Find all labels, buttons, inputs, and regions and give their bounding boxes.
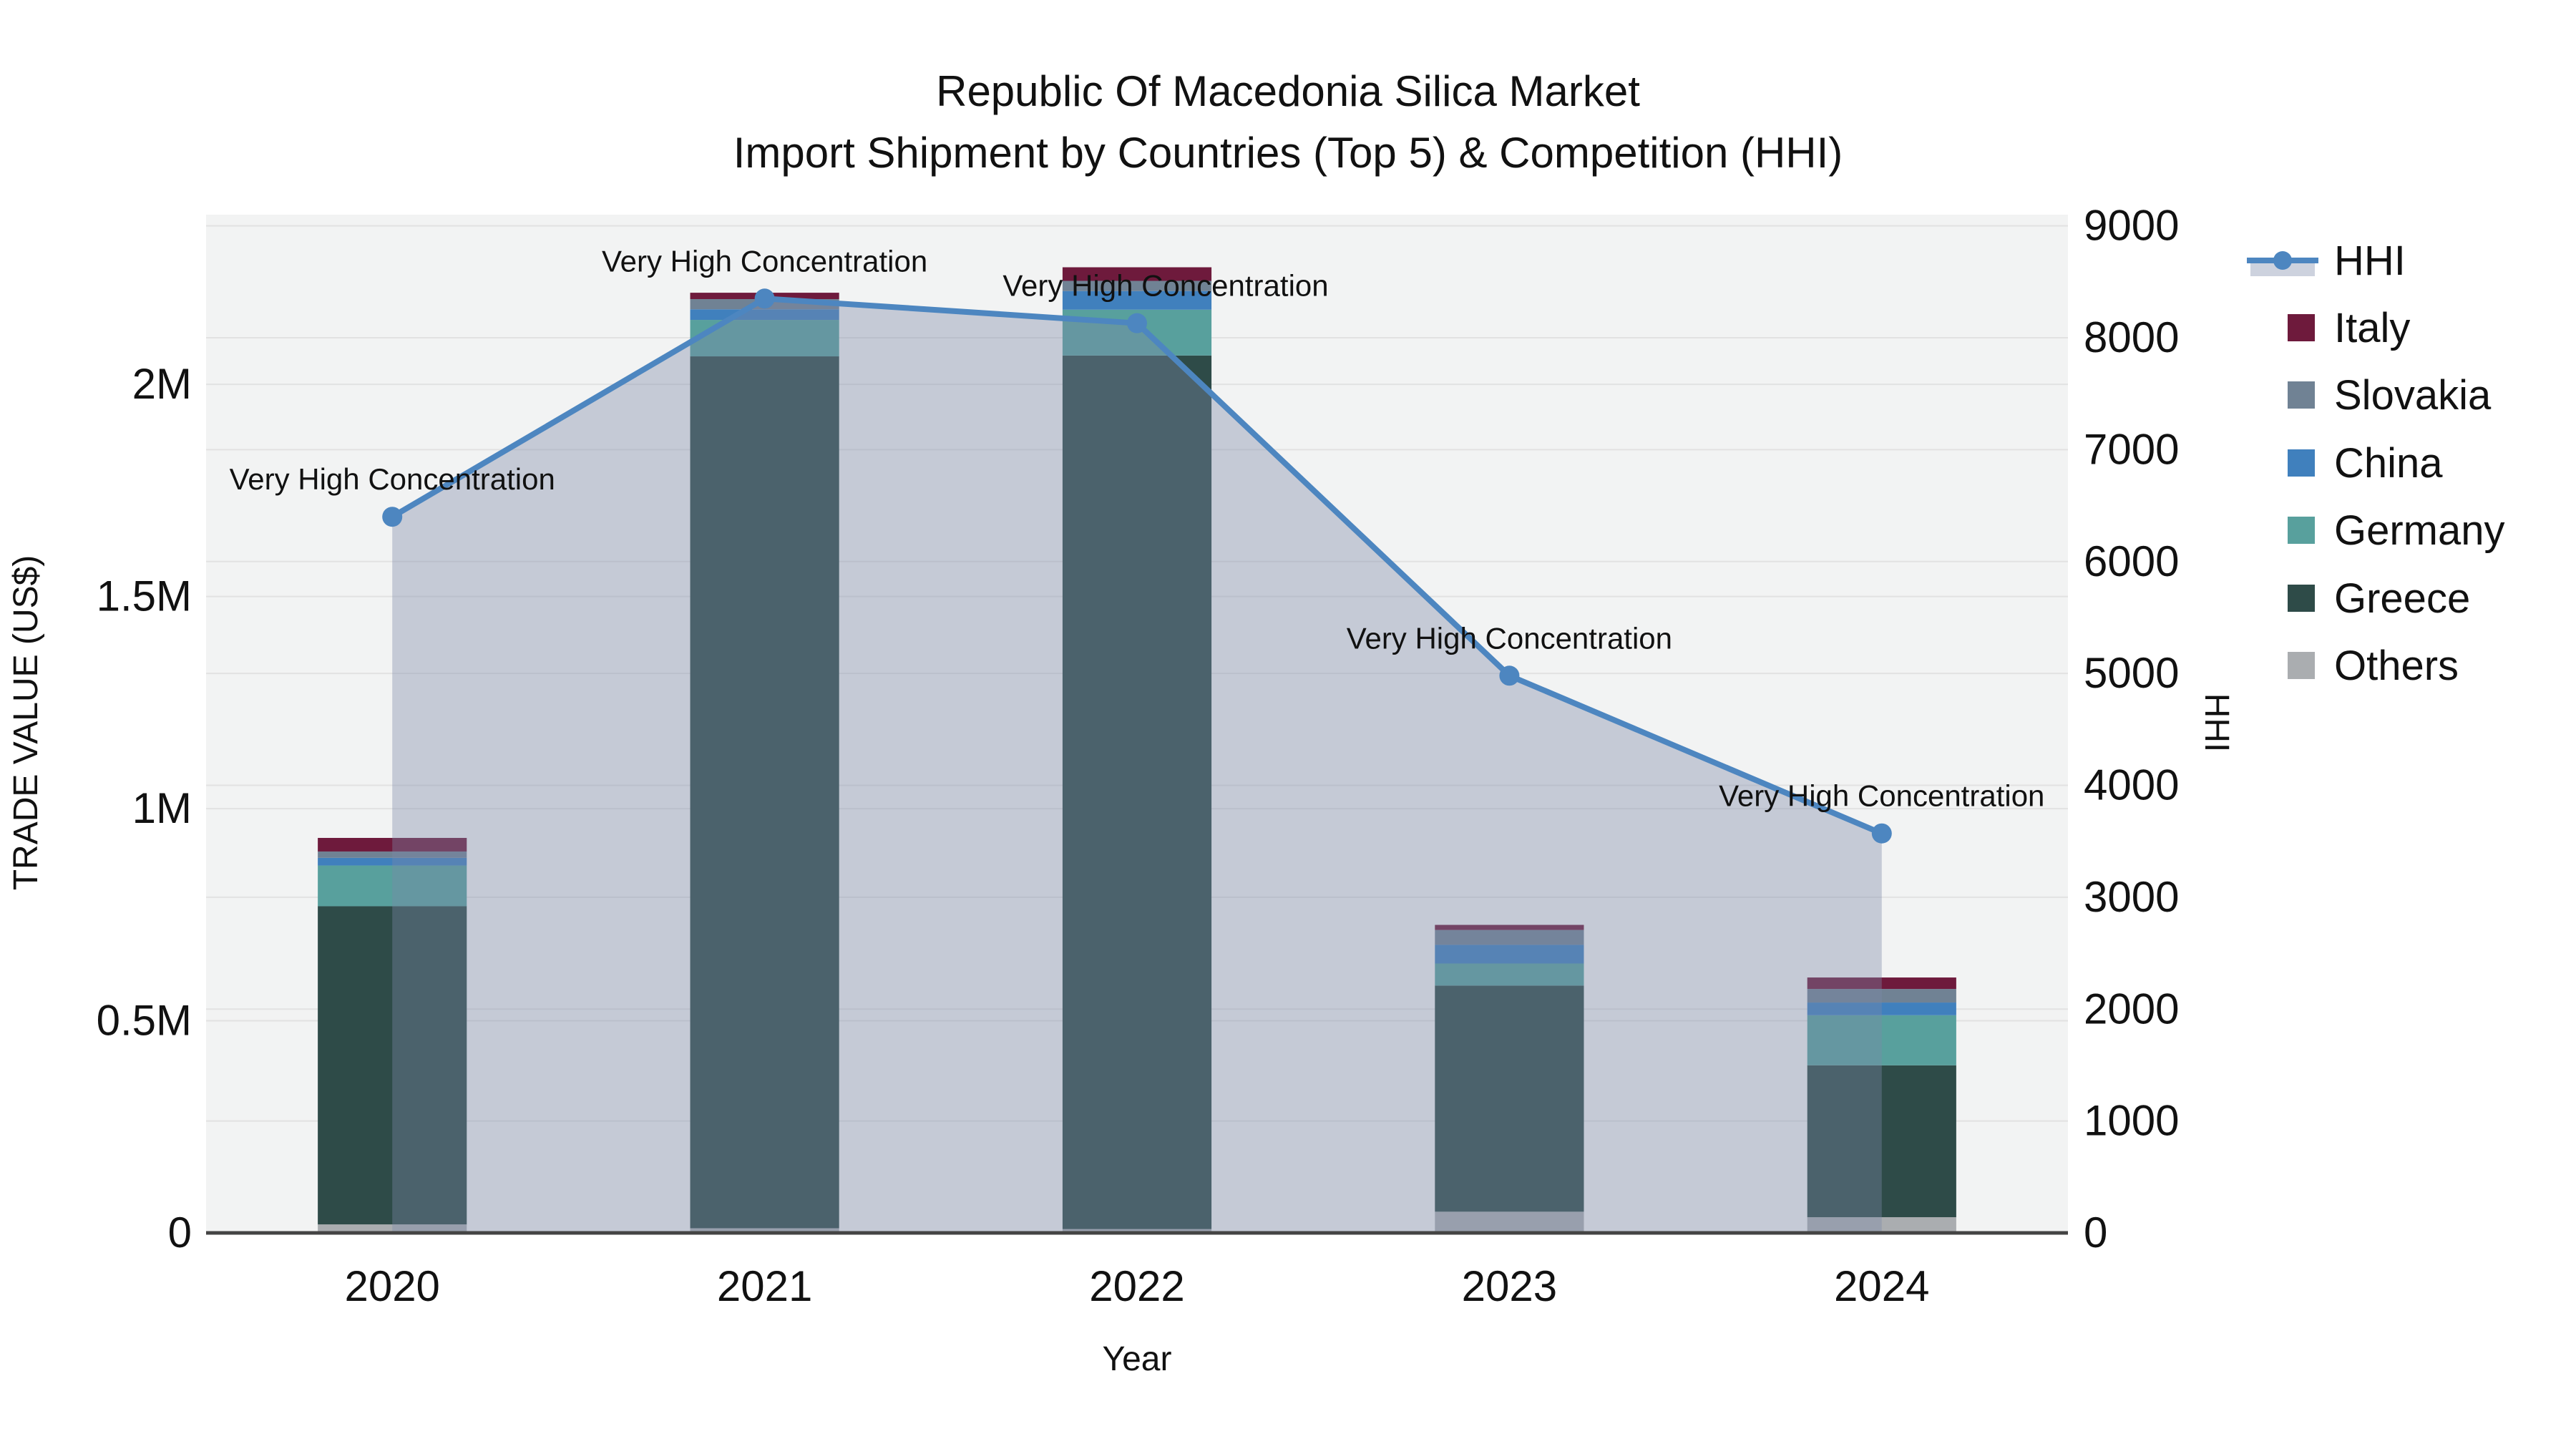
bar-segment-others-2020[interactable] — [318, 1224, 467, 1233]
legend-item-italy[interactable]: Italy — [2288, 305, 2410, 351]
y-axis-tick-label: 0 — [168, 1209, 192, 1257]
bar-segment-greece-2021[interactable] — [690, 356, 839, 1229]
y2-axis-tick-label: 6000 — [2084, 537, 2179, 585]
bar-segment-greece-2022[interactable] — [1062, 355, 1212, 1229]
legend-color-swatch-slovakia — [2288, 381, 2315, 409]
legend-item-greece[interactable]: Greece — [2288, 575, 2470, 622]
plot-layer: Very High Concentration Very High Concent… — [97, 202, 2180, 1310]
legend: HHI Italy Slovakia China Germany Greece Others — [2247, 238, 2505, 689]
legend-label-germany: Germany — [2334, 507, 2505, 554]
bar-segment-germany-2024[interactable] — [1807, 1015, 1956, 1065]
legend-item-germany[interactable]: Germany — [2288, 507, 2505, 554]
bar-segment-slovakia-2022[interactable] — [1062, 280, 1212, 291]
y-axis-title: TRADE VALUE (US$) — [7, 555, 45, 891]
bar-segment-china-2024[interactable] — [1807, 1002, 1956, 1015]
hhi-marker-2024[interactable] — [1871, 823, 1892, 844]
y2-axis-tick-label: 0 — [2084, 1209, 2107, 1257]
bar-segment-germany-2020[interactable] — [318, 865, 467, 907]
bar-segment-china-2023[interactable] — [1435, 945, 1584, 964]
x-axis-tick-label-2024: 2024 — [1834, 1262, 1929, 1310]
bar-segment-slovakia-2023[interactable] — [1435, 930, 1584, 945]
annotation-2021: Very High Concentration — [602, 244, 927, 278]
x-axis-tick-label-2021: 2021 — [717, 1262, 812, 1310]
hhi-marker-2023[interactable] — [1499, 665, 1520, 686]
bar-segment-italy-2020[interactable] — [318, 837, 467, 852]
x-axis-tick-label-2020: 2020 — [344, 1262, 439, 1310]
bar-segment-germany-2023[interactable] — [1435, 963, 1584, 986]
legend-label-china: China — [2334, 440, 2443, 487]
bar-segment-others-2023[interactable] — [1435, 1211, 1584, 1233]
legend-color-swatch-greece — [2288, 585, 2315, 612]
annotation-2022: Very High Concentration — [1002, 269, 1328, 303]
y2-axis-tick-label: 2000 — [2084, 985, 2179, 1033]
legend-label-slovakia: Slovakia — [2334, 372, 2492, 419]
y2-axis-tick-label: 9000 — [2084, 202, 2179, 250]
y2-axis-tick-label: 5000 — [2084, 649, 2179, 697]
bar-segment-italy-2024[interactable] — [1807, 977, 1956, 990]
y2-axis-tick-label: 3000 — [2084, 873, 2179, 921]
legend-item-slovakia[interactable]: Slovakia — [2288, 372, 2492, 419]
legend-label-greece: Greece — [2334, 575, 2470, 622]
y2-axis-tick-label: 4000 — [2084, 761, 2179, 809]
bar-segment-greece-2024[interactable] — [1807, 1065, 1956, 1218]
legend-item-others[interactable]: Others — [2288, 643, 2459, 689]
hhi-marker-2022[interactable] — [1127, 313, 1147, 333]
bar-segment-italy-2023[interactable] — [1435, 924, 1584, 930]
bar-segment-slovakia-2024[interactable] — [1807, 989, 1956, 1003]
y-axis-tick-label: 1.5M — [97, 572, 192, 620]
bar-segment-china-2022[interactable] — [1062, 291, 1212, 310]
legend-label-hhi: HHI — [2334, 238, 2406, 284]
annotation-2023: Very High Concentration — [1347, 621, 1672, 655]
legend-color-swatch-others — [2288, 652, 2315, 679]
bar-segment-greece-2020[interactable] — [318, 906, 467, 1225]
x-axis-title: Year — [1103, 1340, 1172, 1378]
bar-segment-italy-2022[interactable] — [1062, 267, 1212, 281]
bar-segment-greece-2023[interactable] — [1435, 985, 1584, 1212]
bar-segment-others-2022[interactable] — [1062, 1229, 1212, 1233]
y2-axis-tick-label: 7000 — [2084, 425, 2179, 473]
hhi-marker-2021[interactable] — [754, 288, 775, 309]
x-axis-tick-label-2023: 2023 — [1462, 1262, 1557, 1310]
legend-color-swatch-germany — [2288, 517, 2315, 544]
y2-axis-tick-label: 1000 — [2084, 1097, 2179, 1145]
chart-title-line1: Republic Of Macedonia Silica Market — [936, 67, 1640, 115]
legend-item-china[interactable]: China — [2288, 440, 2443, 487]
bar-segment-others-2024[interactable] — [1807, 1217, 1956, 1233]
legend-color-swatch-italy — [2288, 314, 2315, 341]
y-axis-tick-label: 0.5M — [97, 997, 192, 1045]
x-axis-tick-label-2022: 2022 — [1089, 1262, 1184, 1310]
legend-label-others: Others — [2334, 643, 2459, 689]
bar-segment-china-2020[interactable] — [318, 857, 467, 866]
y2-axis-tick-label: 8000 — [2084, 313, 2179, 361]
y-axis-tick-label: 1M — [132, 784, 192, 832]
hhi-marker-2020[interactable] — [382, 507, 403, 527]
hhi-area-fill — [392, 298, 1882, 1233]
chart-title-line2: Import Shipment by Countries (Top 5) & C… — [733, 129, 1843, 177]
legend-item-hhi[interactable]: HHI — [2247, 238, 2406, 284]
y2-axis-title: HHI — [2197, 693, 2235, 753]
annotation-2024: Very High Concentration — [1719, 779, 2044, 813]
bar-segment-slovakia-2020[interactable] — [318, 851, 467, 858]
bar-segment-others-2021[interactable] — [690, 1228, 839, 1233]
legend-label-italy: Italy — [2334, 305, 2410, 351]
legend-color-swatch-china — [2288, 449, 2315, 477]
legend-hhi-marker-icon — [2273, 251, 2292, 270]
annotation-2020: Very High Concentration — [230, 462, 555, 496]
y-axis-tick-label: 2M — [132, 360, 192, 408]
